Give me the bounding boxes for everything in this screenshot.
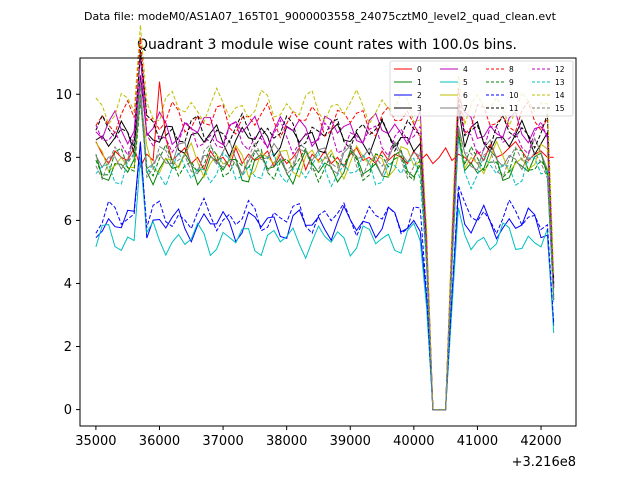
- series-line-7: [95, 84, 555, 411]
- y-tick-label: 4: [64, 277, 72, 292]
- legend-label-8: 8: [509, 65, 514, 74]
- x-tick-label: 36000: [139, 434, 180, 449]
- x-tick-label: 39000: [330, 434, 371, 449]
- x-tick-label: 41000: [457, 434, 498, 449]
- legend-label-0: 0: [417, 65, 422, 74]
- series-line-3: [95, 75, 555, 411]
- series-line-2: [95, 141, 555, 411]
- legend-label-11: 11: [509, 104, 519, 113]
- series-line-5: [95, 157, 555, 411]
- series-line-4: [95, 56, 555, 411]
- data-file-label: Data file: modeM0/AS1A07_165T01_90000035…: [84, 10, 557, 23]
- series-line-12: [95, 75, 555, 411]
- series-line-11: [95, 50, 555, 411]
- legend-label-15: 15: [555, 104, 565, 113]
- chart-title: Quadrant 3 module wise count rates with …: [137, 37, 517, 53]
- x-tick-label: 42000: [520, 434, 561, 449]
- legend-label-2: 2: [417, 91, 422, 100]
- y-tick-label: 8: [64, 151, 72, 166]
- legend-label-7: 7: [463, 104, 468, 113]
- y-tick-label: 2: [64, 340, 72, 355]
- legend-label-1: 1: [417, 78, 422, 87]
- legend-label-9: 9: [509, 78, 514, 87]
- x-tick-label: 38000: [266, 434, 307, 449]
- legend-label-13: 13: [555, 78, 565, 87]
- legend-box: [389, 60, 574, 117]
- plot-frame: [79, 57, 577, 427]
- series-line-9: [95, 100, 555, 411]
- series-line-10: [95, 144, 555, 411]
- legend-label-12: 12: [555, 65, 565, 74]
- x-tick-label: 35000: [75, 434, 116, 449]
- x-tick-label: 40000: [393, 434, 434, 449]
- y-tick-label: 10: [55, 88, 72, 103]
- legend-label-14: 14: [555, 91, 565, 100]
- legend-label-4: 4: [463, 65, 468, 74]
- legend-label-10: 10: [509, 91, 519, 100]
- y-tick-label: 0: [64, 403, 72, 418]
- series-line-15: [95, 97, 555, 411]
- legend-label-5: 5: [463, 78, 468, 87]
- series-line-13: [95, 97, 555, 411]
- series-line-1: [95, 94, 555, 411]
- legend-label-3: 3: [417, 104, 422, 113]
- y-tick-label: 6: [64, 214, 72, 229]
- y-axis: 0 2 4 6 8 10: [55, 88, 80, 418]
- x-offset-label: +3.216e8: [512, 455, 576, 470]
- x-axis: 35000 36000 37000 38000 39000 40000 41000 42000: [75, 426, 562, 449]
- legend-label-6: 6: [463, 91, 468, 100]
- x-tick-label: 37000: [202, 434, 243, 449]
